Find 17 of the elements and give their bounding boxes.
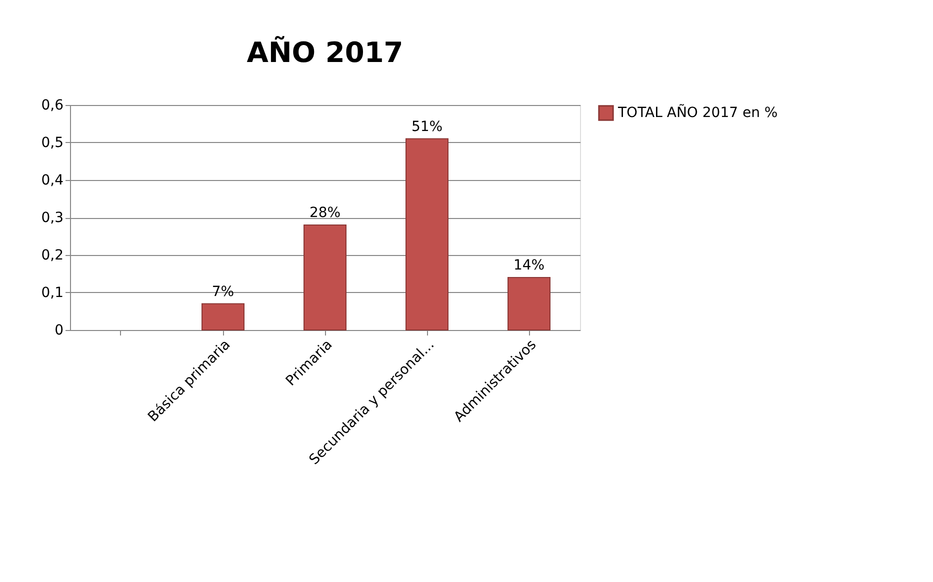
- y-tick-label: 0,3: [41, 210, 64, 226]
- chart-title: AÑO 2017: [246, 36, 404, 69]
- data-label: 7%: [212, 284, 234, 300]
- y-tick-label: 0,5: [41, 135, 64, 151]
- bar: [508, 277, 550, 330]
- bar: [304, 224, 346, 330]
- bar: [202, 303, 244, 330]
- y-tick-label: 0,6: [41, 98, 64, 114]
- data-label: 14%: [513, 258, 545, 274]
- bar: [406, 138, 448, 330]
- legend-label: TOTAL AÑO 2017 en %: [617, 104, 778, 121]
- data-label: 51%: [411, 118, 443, 135]
- y-tick-label: 0,1: [41, 285, 64, 301]
- y-tick-label: 0,4: [41, 172, 64, 188]
- y-tick-label: 0: [54, 322, 64, 338]
- y-tick-label: 0,2: [41, 248, 64, 264]
- data-label: 28%: [309, 205, 341, 221]
